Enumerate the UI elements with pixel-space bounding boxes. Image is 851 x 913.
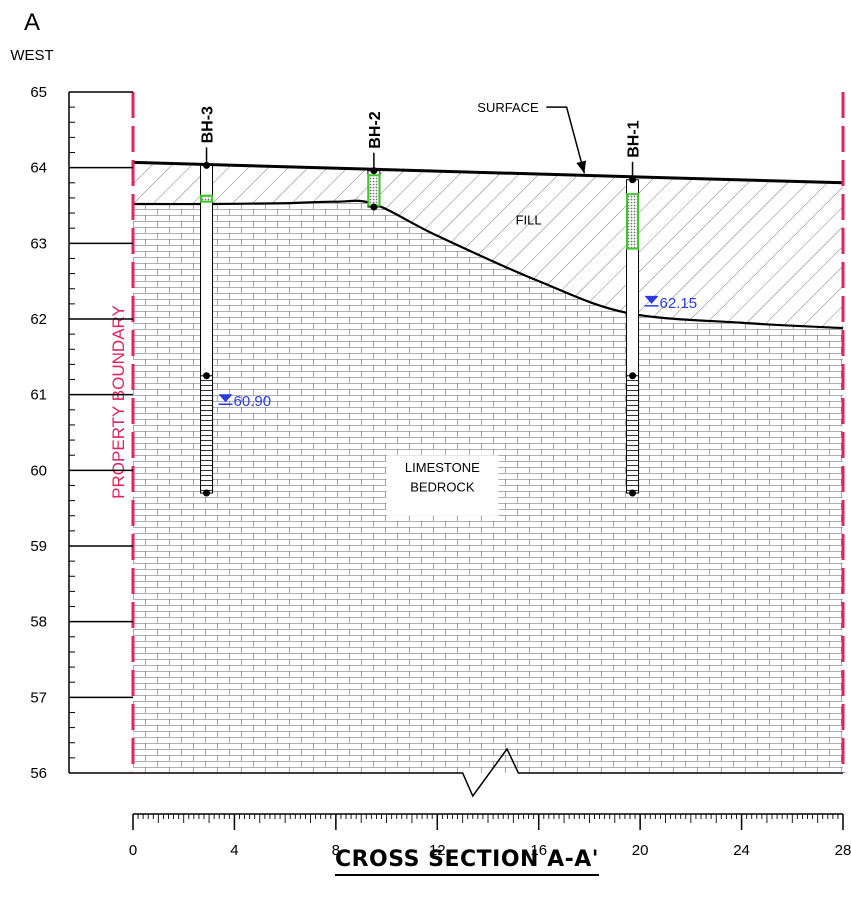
surface-leader-arrow — [546, 106, 586, 174]
bh-3-screen — [200, 375, 214, 494]
elevation-tick-label: 56 — [30, 765, 47, 782]
section-letter: A — [24, 9, 40, 36]
bh-2-label: BH-2 — [367, 111, 384, 148]
bedrock-label-line2: BEDROCK — [410, 480, 475, 495]
bh-1-seal — [626, 193, 640, 250]
bh-3-bottom-marker — [203, 489, 211, 497]
distance-tick-label: 16 — [530, 842, 547, 859]
bedrock-top-line — [132, 199, 844, 330]
bh-1-screen-top-marker — [629, 372, 637, 380]
bh-1-water-level-icon — [644, 295, 659, 304]
distance-axis: 0 4 8 12 16 20 24 28 — [129, 813, 851, 859]
surface-arrow-head — [576, 160, 587, 174]
bh-3-top-marker — [203, 161, 211, 169]
elevation-axis: 65 64 63 62 61 60 59 58 57 56 — [30, 84, 133, 782]
surface-label: SURFACE — [477, 100, 539, 115]
distance-tick-label: 28 — [835, 842, 851, 859]
section-base-break-line — [133, 747, 843, 798]
bh-1-screen — [626, 375, 640, 494]
property-boundary-label: PROPERTY BOUNDARY — [109, 305, 128, 499]
bh-2-top-marker — [370, 167, 378, 175]
bh-2-seal — [367, 174, 381, 207]
distance-tick-label: 0 — [129, 842, 137, 859]
distance-tick-label: 12 — [429, 842, 446, 859]
bh-1-water-level-label: 62.15 — [660, 295, 698, 312]
elevation-tick-label: 58 — [30, 614, 47, 631]
fill-label: FILL — [516, 212, 542, 227]
bh-3-screen-top-marker — [203, 372, 211, 380]
elevation-tick-label: 60 — [30, 462, 47, 479]
bh-3-seal — [200, 194, 214, 203]
elevation-tick-label: 62 — [30, 311, 47, 328]
fill-layer-area — [133, 162, 843, 329]
elevation-tick-label: 61 — [30, 387, 47, 404]
bh-1-label: BH-1 — [626, 120, 643, 157]
distance-tick-label: 4 — [230, 842, 238, 859]
bedrock-label-line1: LIMESTONE — [405, 460, 480, 475]
bedrock-label-background — [386, 455, 499, 516]
bh-3-water-level-label: 60.90 — [234, 393, 272, 410]
bh-1-top-marker — [629, 176, 637, 184]
bh-2-bottom-marker — [370, 203, 378, 211]
elevation-tick-label: 63 — [30, 235, 47, 252]
bh-3-label: BH-3 — [200, 106, 217, 143]
distance-tick-label: 8 — [332, 842, 340, 859]
elevation-tick-label: 65 — [30, 84, 47, 101]
distance-tick-label: 24 — [733, 842, 750, 859]
bh-3-water-level-icon — [218, 394, 233, 403]
figure-title: CROSS SECTION A-A' — [335, 847, 599, 872]
elevation-tick-label: 57 — [30, 689, 47, 706]
direction-label: WEST — [10, 47, 53, 64]
ground-surface-line — [132, 160, 844, 185]
elevation-tick-label: 59 — [30, 538, 47, 555]
distance-tick-label: 20 — [632, 842, 649, 859]
elevation-tick-label: 64 — [30, 160, 47, 177]
bh-1-bottom-marker — [629, 489, 637, 497]
boreholes: BH-3 60.90 BH-2 BH-1 62.15 — [200, 106, 698, 497]
